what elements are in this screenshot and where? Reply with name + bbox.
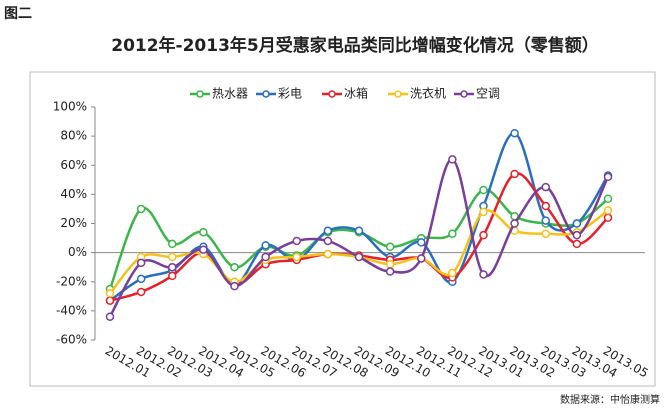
legend-label: 空调	[476, 87, 500, 101]
point	[323, 236, 333, 246]
point	[603, 213, 613, 222]
point	[323, 249, 333, 259]
y-tick-label: 20%	[60, 216, 87, 230]
y-tick-label: -20%	[56, 274, 87, 288]
point	[603, 206, 613, 215]
point	[541, 216, 550, 225]
point	[603, 172, 613, 182]
y-tick-label: 60%	[60, 158, 87, 172]
point	[385, 267, 395, 276]
point	[479, 185, 488, 195]
y-tick-label: -40%	[56, 303, 87, 317]
y-tick-label: -60%	[56, 333, 87, 347]
point	[448, 155, 457, 164]
point	[199, 245, 208, 254]
y-tick-label: 100%	[53, 100, 87, 114]
y-tick-label: 80%	[60, 129, 87, 143]
point	[105, 296, 115, 305]
y-tick-label: 0%	[68, 245, 87, 259]
legend-label: 彩电	[278, 87, 302, 101]
point	[230, 262, 239, 272]
series-line	[109, 172, 609, 302]
point	[136, 258, 146, 268]
point	[510, 219, 519, 228]
point	[136, 204, 146, 214]
point	[572, 219, 582, 228]
point	[572, 230, 582, 240]
point	[479, 207, 488, 217]
point	[603, 194, 613, 203]
source: 数据来源：中怡康测算	[560, 393, 660, 406]
point	[572, 239, 582, 249]
point	[417, 254, 426, 263]
point	[385, 260, 395, 269]
chart-title: 2012年-2013年5月受惠家电品类同比增幅变化情况（零售额）	[111, 35, 599, 56]
point	[261, 241, 270, 250]
point	[261, 252, 270, 262]
point	[479, 270, 488, 279]
point	[448, 229, 457, 238]
point	[479, 230, 488, 240]
legend-label: 热水器	[212, 87, 248, 101]
legend-marker	[460, 90, 468, 98]
point	[168, 262, 177, 272]
figure-label: 图二	[4, 6, 32, 22]
series-line	[108, 188, 609, 290]
y-tick-label: 40%	[60, 187, 87, 201]
point	[168, 271, 177, 281]
point	[199, 227, 208, 237]
point	[448, 268, 457, 278]
point	[105, 312, 115, 321]
point	[417, 238, 426, 247]
point	[292, 236, 301, 246]
point	[541, 201, 550, 211]
point	[323, 226, 333, 236]
legend-marker	[196, 90, 204, 98]
point	[230, 281, 239, 291]
legend-marker	[262, 90, 270, 98]
series-line	[109, 131, 610, 302]
legend-label: 洗衣机	[410, 86, 446, 101]
point	[168, 239, 177, 249]
point	[541, 229, 550, 238]
point	[354, 226, 364, 236]
point	[136, 274, 146, 284]
point	[385, 242, 395, 252]
point	[541, 182, 550, 192]
point	[136, 287, 146, 297]
point	[105, 289, 115, 298]
point	[510, 169, 519, 179]
point	[292, 252, 301, 262]
point	[354, 252, 364, 262]
legend-marker	[328, 90, 336, 98]
chart-frame	[29, 71, 656, 387]
legend-marker	[394, 90, 402, 98]
point	[168, 252, 177, 262]
point	[510, 128, 519, 138]
legend-label: 冰箱	[344, 86, 368, 101]
